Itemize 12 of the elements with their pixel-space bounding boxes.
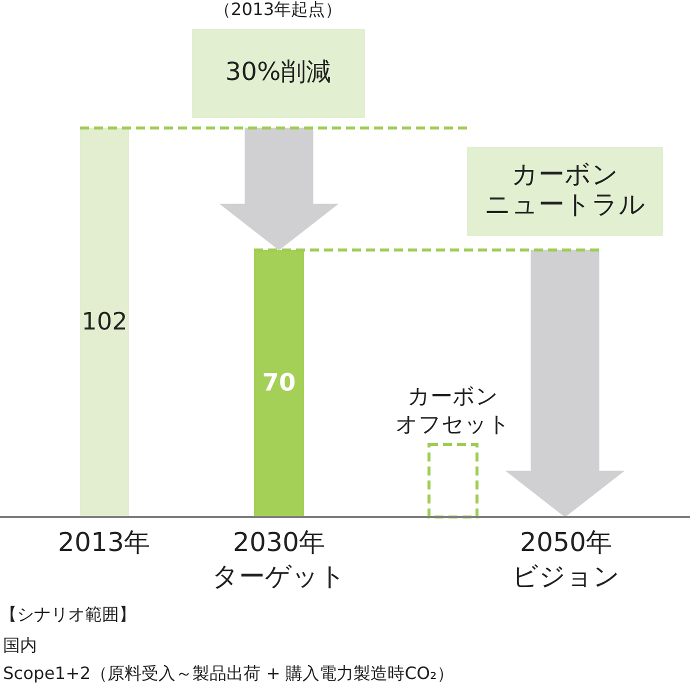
text: 30%削減 <box>225 57 331 86</box>
text: 国内 <box>3 636 37 656</box>
data-label: 102 <box>82 308 128 336</box>
x-tick-label: 2013年 <box>58 528 150 558</box>
data-label: 70 <box>262 368 296 397</box>
text: Scope1+2（原料受入～製品出荷 + 購入電力製造時CO₂） <box>3 664 454 684</box>
text: （2013年起点） <box>214 0 342 20</box>
x-tick-label: 2050年ビジョン <box>512 528 620 592</box>
annotation: カーボンニュートラル <box>484 160 646 220</box>
text: 【シナリオ範囲】 <box>0 605 136 625</box>
series-label: カーボンオフセット <box>396 384 510 438</box>
x-tick-label: 2030年ターゲット <box>212 528 346 592</box>
